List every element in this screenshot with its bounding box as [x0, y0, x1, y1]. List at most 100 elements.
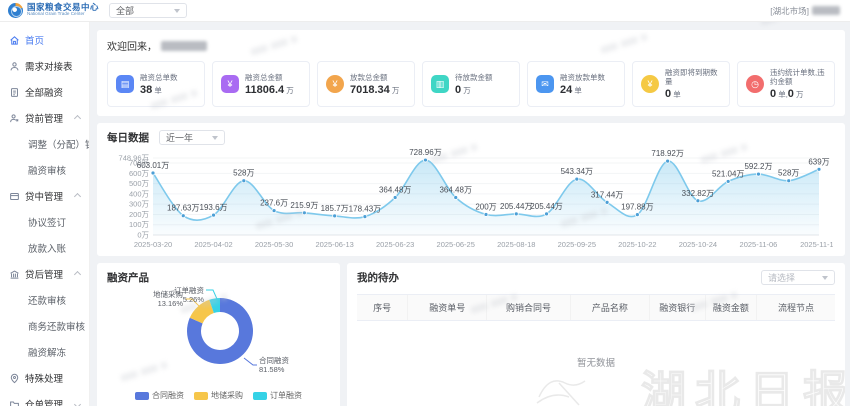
- todo-filter-select[interactable]: 请选择: [761, 270, 835, 285]
- svg-text:718.92万: 718.92万: [651, 149, 683, 158]
- svg-text:500万: 500万: [129, 179, 150, 188]
- stat-value: 0 单,0 万: [770, 88, 804, 100]
- todo-column-2[interactable]: 购销合同号: [487, 295, 571, 320]
- svg-text:200万: 200万: [129, 210, 150, 219]
- sidebar-subitem[interactable]: 还款审核: [28, 296, 67, 307]
- stat-label: 融资放款单数: [560, 72, 605, 82]
- coin-clock-icon: ¥: [641, 75, 659, 93]
- sidebar-item-7[interactable]: 仓单管理: [0, 391, 89, 406]
- todo-column-6[interactable]: 流程节点: [777, 303, 814, 313]
- logo-subtitle: National Grain Trade Center: [27, 11, 85, 18]
- sidebar-item-label: 贷中管理: [25, 192, 64, 203]
- welcome-text: 欢迎回来，: [107, 42, 157, 53]
- stat-label: 待放款金额: [455, 72, 493, 82]
- watermark-bird-icon: [536, 380, 586, 406]
- money-bag-icon: ¥: [221, 75, 239, 93]
- envelope-icon: ✉: [536, 75, 554, 93]
- sidebar-item-label: 首页: [25, 36, 45, 47]
- coin-icon: ¥: [326, 75, 344, 93]
- daily-data-panel: 每日数据 近一年 748.96万 700万 600万 500万 400万 300万 200万…: [97, 123, 845, 256]
- stat-label: 融资即将到期数量: [665, 68, 718, 86]
- date-range-value: 近一年: [166, 133, 194, 143]
- document-icon: [9, 87, 20, 98]
- todo-column-5[interactable]: 融资金额: [706, 295, 757, 320]
- sidebar-item-label: 贷前管理: [25, 114, 64, 125]
- svg-text:地储采购: 地储采购: [153, 289, 183, 299]
- svg-text:2025-05-30: 2025-05-30: [255, 240, 293, 249]
- sidebar-item-0[interactable]: 首页: [0, 27, 89, 53]
- logo-globe-icon: [8, 3, 23, 18]
- sidebar-item-1[interactable]: 需求对接表: [0, 53, 89, 79]
- svg-text:543.34万: 543.34万: [561, 167, 593, 176]
- sidebar-subitem[interactable]: 商务还款审核: [28, 322, 86, 333]
- svg-text:2025-10-22: 2025-10-22: [618, 240, 656, 249]
- legend-item[interactable]: 订单融资: [253, 390, 302, 401]
- svg-text:728.96万: 728.96万: [409, 148, 441, 157]
- stat-card-3: ▥ 待放款金额 0 万: [422, 61, 520, 107]
- bank-icon: [9, 269, 20, 280]
- svg-text:332.82万: 332.82万: [682, 189, 714, 198]
- stat-label: 违约统计单数,违约金额: [770, 68, 825, 86]
- legend-label: 订单融资: [270, 391, 302, 400]
- todo-column-4[interactable]: 融资银行: [650, 295, 706, 320]
- svg-text:200万: 200万: [475, 202, 496, 211]
- user-name-redacted: [812, 6, 840, 15]
- chevron-down-icon: [174, 8, 181, 13]
- svg-text:600万: 600万: [129, 169, 150, 178]
- sidebar-item-4[interactable]: 贷中管理: [0, 183, 89, 209]
- sidebar-subitem[interactable]: 放款入账: [28, 244, 67, 255]
- svg-text:2025-06-13: 2025-06-13: [315, 240, 353, 249]
- svg-text:300万: 300万: [129, 200, 150, 209]
- sidebar-item-label: 需求对接表: [25, 62, 73, 73]
- svg-text:197.88万: 197.88万: [621, 203, 653, 212]
- svg-text:2025-09-25: 2025-09-25: [558, 240, 596, 249]
- stat-card-0: ▤ 融资总单数 38 单: [107, 61, 205, 107]
- legend-label: 地储采购: [211, 391, 243, 400]
- user-icon: [9, 61, 20, 72]
- sidebar-subitem[interactable]: 融资审核: [28, 166, 67, 177]
- svg-text:205.44万: 205.44万: [530, 202, 562, 211]
- svg-text:187.63万: 187.63万: [167, 204, 199, 213]
- sidebar-subitem[interactable]: 协议签订: [28, 218, 67, 229]
- todo-column-1[interactable]: 融资单号: [408, 295, 488, 320]
- chevron-down-icon: [822, 275, 828, 280]
- sidebar-item-3[interactable]: 贷前管理: [0, 105, 89, 131]
- sidebar-item-6[interactable]: 特殊处理: [0, 365, 89, 391]
- todo-title: 我的待办: [357, 272, 399, 284]
- svg-text:2025-10-24: 2025-10-24: [679, 240, 717, 249]
- stat-label: 融资总单数: [140, 72, 178, 82]
- sidebar-item-label: 特殊处理: [25, 374, 64, 385]
- svg-text:100万: 100万: [129, 220, 150, 229]
- sidebar-item-5[interactable]: 贷后管理: [0, 261, 89, 287]
- svg-text:2025-11-06: 2025-11-06: [740, 240, 778, 249]
- svg-text:639万: 639万: [808, 157, 829, 166]
- todo-empty-text: 暂无数据: [576, 358, 615, 369]
- todo-table-header: 序号 融资单号 购销合同号 产品名称 融资银行 融资金额 流程节点: [357, 294, 835, 321]
- donut-legend: 合同融资 地储采购 订单融资: [107, 390, 330, 401]
- todo-filter-placeholder: 请选择: [768, 273, 796, 283]
- svg-text:364.48万: 364.48万: [439, 186, 471, 195]
- stat-label: 融资总金额: [245, 72, 283, 82]
- top-header: 国家粮食交易中心 National Grain Trade Center 全部 …: [0, 0, 850, 22]
- legend-item[interactable]: 地储采购: [194, 390, 243, 401]
- stat-value: 38 单: [140, 83, 162, 96]
- svg-text:592.2万: 592.2万: [744, 162, 772, 171]
- sidebar-item-2[interactable]: 全部融资: [0, 79, 89, 105]
- date-range-select[interactable]: 近一年: [159, 130, 225, 145]
- svg-text:13.16%: 13.16%: [158, 299, 184, 308]
- todo-column-0[interactable]: 序号: [357, 295, 409, 320]
- app-logo: 国家粮食交易中心 National Grain Trade Center: [8, 2, 99, 18]
- user-info[interactable]: [湖北市场]: [770, 5, 840, 17]
- todo-column-3[interactable]: 产品名称: [571, 295, 650, 320]
- sidebar-subitem[interactable]: 调整（分配）银行: [28, 140, 89, 151]
- svg-text:237.6万: 237.6万: [260, 199, 288, 208]
- svg-text:603.01万: 603.01万: [137, 161, 169, 170]
- legend-item[interactable]: 合同融资: [135, 390, 184, 401]
- svg-text:317.44万: 317.44万: [591, 190, 623, 199]
- sidebar-subitem[interactable]: 融资解冻: [28, 348, 67, 359]
- svg-text:748.96万: 748.96万: [119, 154, 150, 163]
- market-select-value: 全部: [116, 6, 135, 16]
- chevron-up-icon: [73, 114, 82, 122]
- market-select[interactable]: 全部: [109, 3, 188, 18]
- svg-text:400万: 400万: [129, 189, 150, 198]
